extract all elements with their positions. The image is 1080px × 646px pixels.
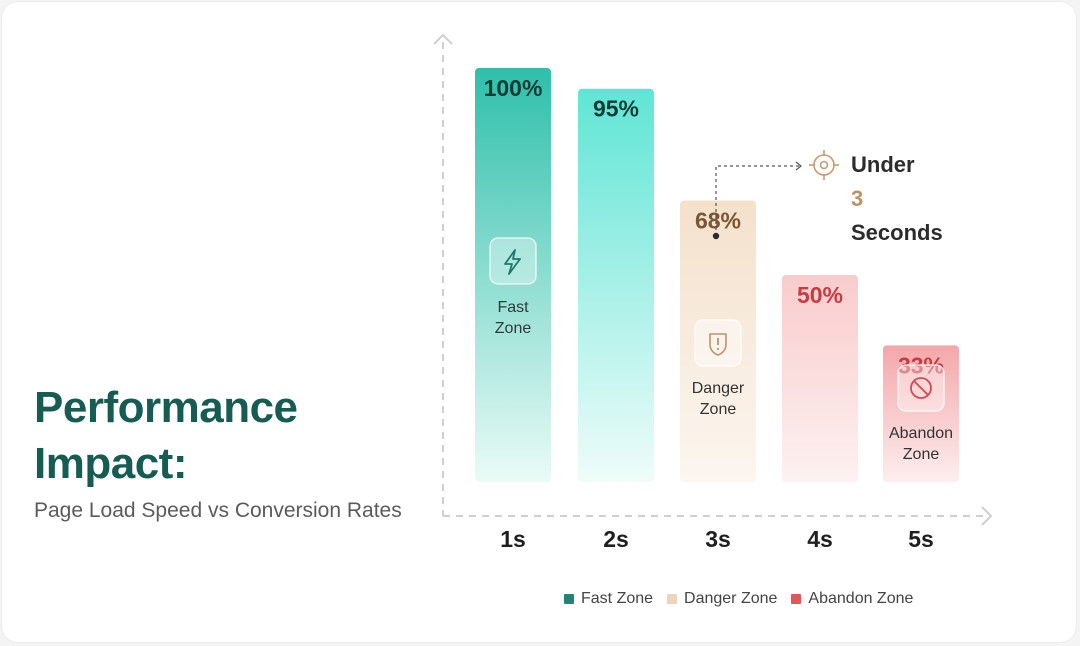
legend-item-fast: Fast Zone <box>564 590 653 608</box>
legend-swatch-fast <box>564 594 574 604</box>
x-axis-arrow-icon <box>981 506 993 526</box>
title-line-2: Impact: <box>34 439 187 488</box>
prohibited-icon <box>910 377 932 399</box>
x-tick-label: 1s <box>500 526 526 552</box>
callout-prefix: Under <box>851 152 915 177</box>
bar-value-label: 95% <box>593 96 639 122</box>
target-icon <box>809 150 839 180</box>
legend-swatch-danger <box>667 594 678 604</box>
bar-value-label: 100% <box>484 75 543 101</box>
abandon-zone-badge: Abandon Zone <box>889 364 953 463</box>
y-axis-arrow-icon <box>433 33 453 45</box>
legend-label-abandon: Abandon Zone <box>808 590 914 607</box>
bar-value-label: 50% <box>797 282 843 308</box>
bar-4s <box>782 275 858 482</box>
legend-label-danger: Danger Zone <box>684 590 778 607</box>
bar-value-label: 68% <box>695 207 741 233</box>
x-tick-label: 4s <box>807 526 833 552</box>
fast-zone-label-line2: Zone <box>495 320 532 337</box>
title-line-1: Performance <box>34 383 298 432</box>
callout-number: 3 <box>851 186 864 211</box>
fast-zone-label-line1: Fast <box>497 299 529 316</box>
abandon-zone-label-line1: Abandon <box>889 425 953 442</box>
abandon-zone-label-line2: Zone <box>903 446 940 463</box>
x-tick-label: 2s <box>603 526 629 552</box>
bar-1s <box>475 68 551 482</box>
x-tick-label: 5s <box>908 526 934 552</box>
danger-zone-label-line1: Danger <box>692 380 745 397</box>
x-tick-label: 3s <box>705 526 731 552</box>
legend-item-danger: Danger Zone <box>667 590 777 608</box>
fast-zone-badge: Fast Zone <box>489 237 537 337</box>
callout-connector <box>712 161 802 240</box>
chart-legend: Fast Zone Danger Zone Abandon Zone <box>564 590 913 608</box>
callout-line2: Seconds <box>851 220 943 245</box>
lightning-icon <box>504 249 521 275</box>
bar-5s <box>883 345 959 482</box>
legend-item-abandon: Abandon Zone <box>791 590 913 608</box>
chart-subtitle: Page Load Speed vs Conversion Rates <box>34 499 402 522</box>
page-title: Performance Impact: <box>34 380 298 492</box>
danger-zone-badge: Danger Zone <box>692 319 745 418</box>
legend-swatch-abandon <box>791 594 802 604</box>
danger-zone-label-line2: Zone <box>700 401 737 418</box>
legend-label-fast: Fast Zone <box>581 590 654 607</box>
callout-label: Under 3 Seconds <box>851 148 943 250</box>
warning-shield-icon <box>709 333 727 356</box>
bar-2s <box>578 88 654 482</box>
